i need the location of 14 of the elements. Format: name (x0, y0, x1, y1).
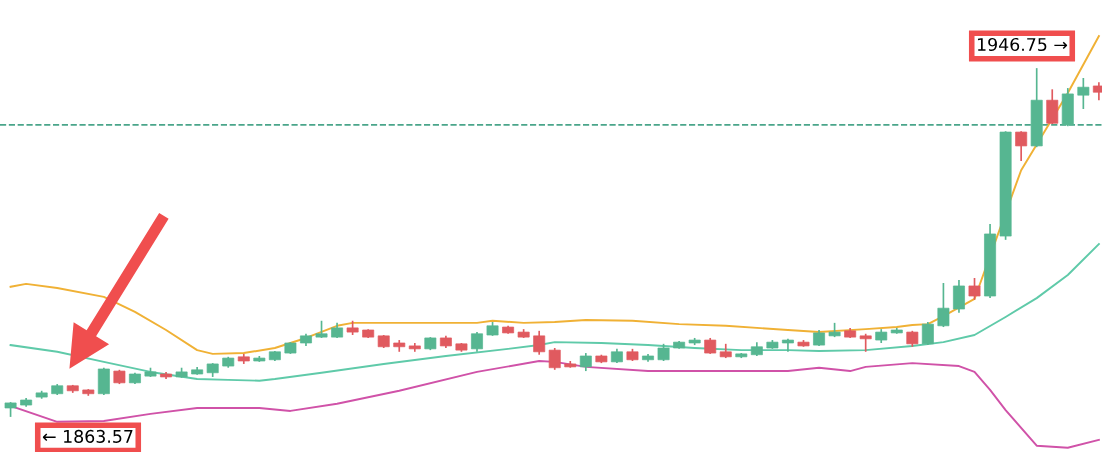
candlestick (968, 277, 981, 301)
candlestick (953, 279, 965, 314)
candlestick (859, 332, 872, 353)
annotation: 1946.75 → (977, 37, 1068, 52)
candlestick (1015, 130, 1028, 162)
candlestick (471, 331, 483, 353)
candlestick (579, 352, 592, 372)
candlestick (921, 321, 934, 346)
candlestick (1046, 88, 1059, 125)
candlestick (1077, 77, 1090, 110)
candlestick (937, 282, 950, 328)
annotation: ← 1863.57 (42, 429, 133, 443)
candlestick (548, 347, 561, 371)
candlestick (533, 329, 546, 356)
